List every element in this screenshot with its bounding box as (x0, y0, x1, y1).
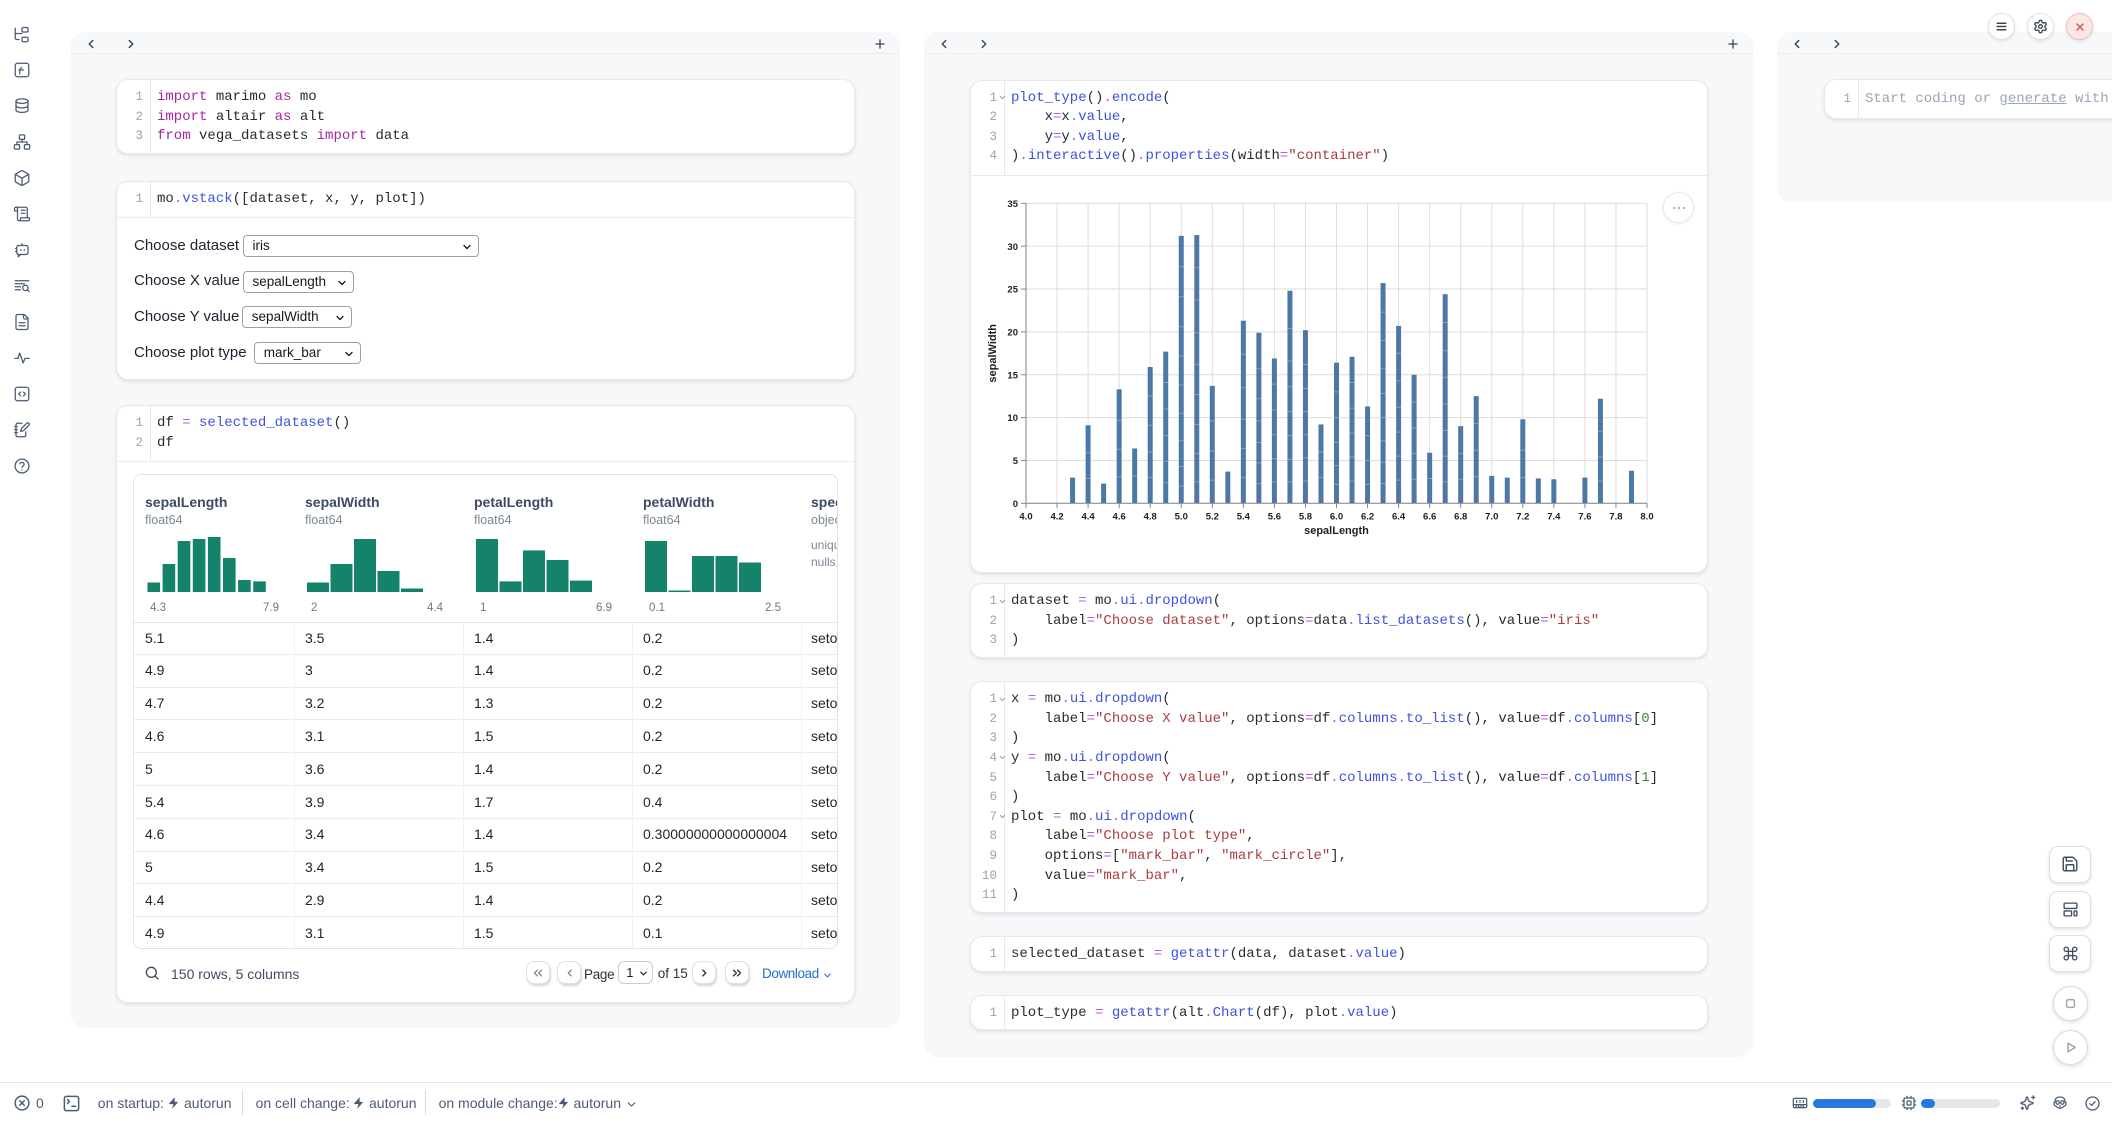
svg-text:4.0: 4.0 (1019, 511, 1032, 522)
svg-text:7.2: 7.2 (1516, 511, 1529, 522)
svg-text:5.6: 5.6 (1268, 511, 1281, 522)
svg-text:4.4: 4.4 (1081, 511, 1095, 522)
svg-text:30: 30 (1007, 242, 1018, 253)
svg-text:5.8: 5.8 (1299, 511, 1312, 522)
svg-text:15: 15 (1007, 370, 1018, 381)
svg-text:sepalWidth: sepalWidth (987, 324, 999, 383)
svg-text:7.8: 7.8 (1609, 511, 1622, 522)
svg-text:6.6: 6.6 (1423, 511, 1436, 522)
svg-text:5.0: 5.0 (1175, 511, 1188, 522)
svg-text:4.6: 4.6 (1113, 511, 1126, 522)
svg-text:5.2: 5.2 (1206, 511, 1219, 522)
svg-text:7.6: 7.6 (1578, 511, 1591, 522)
svg-text:7.0: 7.0 (1485, 511, 1498, 522)
svg-text:6.2: 6.2 (1361, 511, 1374, 522)
svg-text:4.2: 4.2 (1050, 511, 1063, 522)
svg-text:25: 25 (1007, 285, 1018, 296)
svg-text:20: 20 (1007, 327, 1018, 338)
svg-text:35: 35 (1007, 199, 1018, 210)
svg-text:6.0: 6.0 (1330, 511, 1343, 522)
svg-text:8.0: 8.0 (1640, 511, 1653, 522)
svg-text:sepalLength: sepalLength (1304, 525, 1369, 537)
svg-text:6.8: 6.8 (1454, 511, 1467, 522)
svg-text:5.4: 5.4 (1237, 511, 1251, 522)
svg-text:4.8: 4.8 (1144, 511, 1157, 522)
svg-text:10: 10 (1007, 413, 1018, 424)
svg-text:6.4: 6.4 (1392, 511, 1406, 522)
svg-text:5: 5 (1013, 456, 1019, 467)
svg-text:0: 0 (1013, 499, 1018, 510)
svg-text:7.4: 7.4 (1547, 511, 1561, 522)
